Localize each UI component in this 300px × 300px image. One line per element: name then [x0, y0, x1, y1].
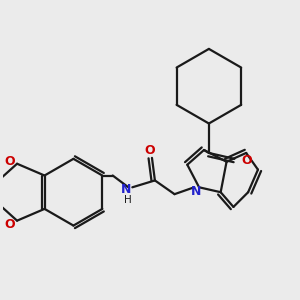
Text: O: O	[4, 218, 14, 231]
Text: O: O	[145, 145, 155, 158]
Text: O: O	[4, 155, 14, 168]
Text: N: N	[191, 185, 201, 198]
Text: N: N	[121, 183, 131, 196]
Text: O: O	[241, 154, 252, 167]
Text: H: H	[124, 195, 131, 205]
